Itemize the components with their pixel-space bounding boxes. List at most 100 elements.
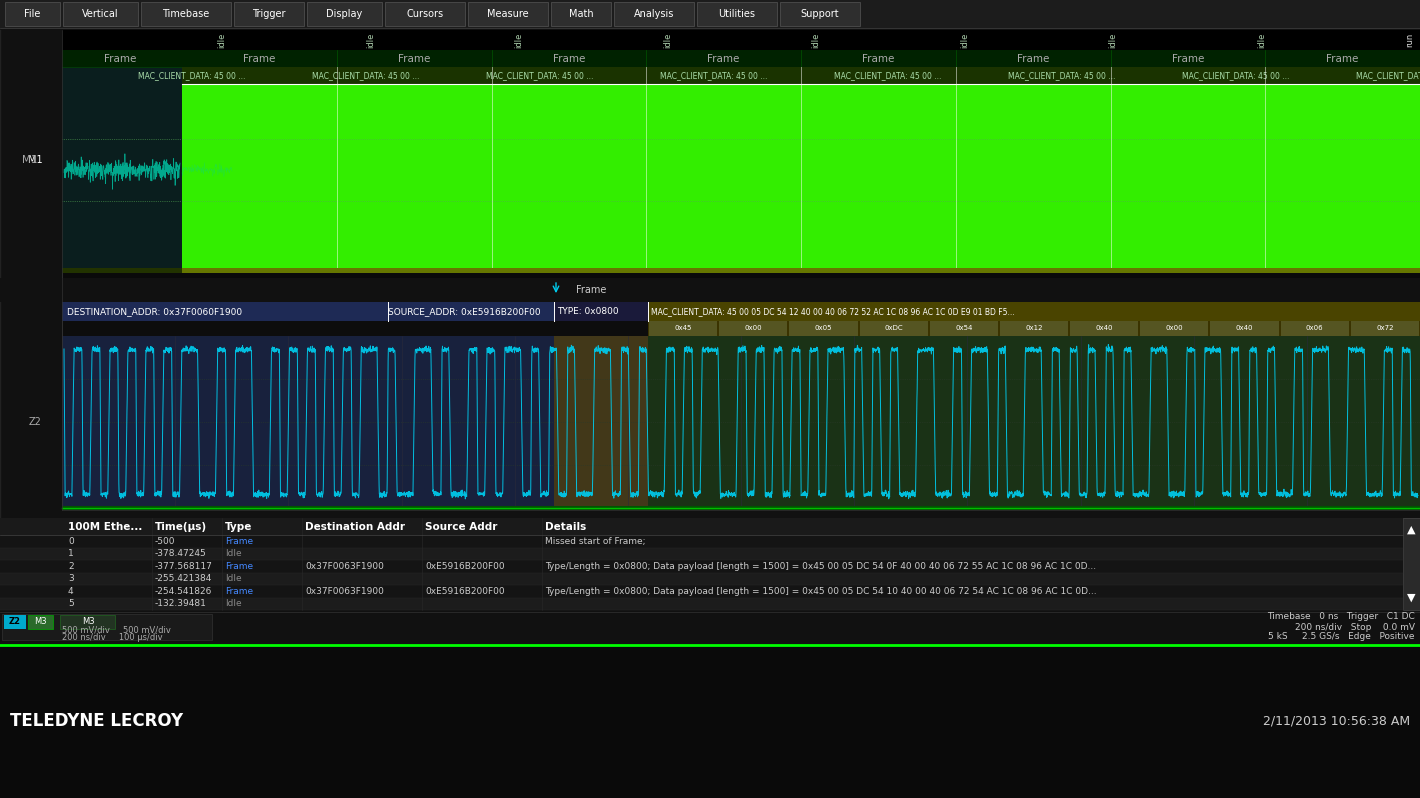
Text: MAC_CLIENT_DATA: 45 00 ...: MAC_CLIENT_DATA: 45 00 ... xyxy=(660,71,768,80)
Text: Frame: Frame xyxy=(224,537,253,546)
Text: -255.421384: -255.421384 xyxy=(155,575,213,583)
Text: Cursors: Cursors xyxy=(406,9,443,19)
Text: 100M Ethe...: 100M Ethe... xyxy=(68,522,142,531)
Text: Frame: Frame xyxy=(104,53,136,64)
Text: 0x37F0063F1900: 0x37F0063F1900 xyxy=(305,587,383,596)
Bar xyxy=(0,612,1420,642)
Text: Frame: Frame xyxy=(243,53,275,64)
Text: MAC_CLIENT_DATA: 45 00 ...: MAC_CLIENT_DATA: 45 00 ... xyxy=(486,71,594,80)
Bar xyxy=(1281,321,1349,336)
Text: Frame: Frame xyxy=(707,53,740,64)
Bar xyxy=(62,336,554,508)
Text: MAC_CLIENT_DATA: 45 00 ...: MAC_CLIENT_DATA: 45 00 ... xyxy=(1356,71,1420,80)
Bar xyxy=(62,506,1420,510)
Text: Type: Type xyxy=(224,522,253,531)
Bar xyxy=(0,645,1420,798)
Bar xyxy=(182,67,1420,273)
Text: Frame: Frame xyxy=(1017,53,1049,64)
Bar xyxy=(859,321,927,336)
Text: Support: Support xyxy=(801,9,839,19)
Bar xyxy=(307,2,382,26)
Text: Frame: Frame xyxy=(224,562,253,571)
Text: M3: M3 xyxy=(34,618,47,626)
Text: 0x12: 0x12 xyxy=(1025,326,1042,331)
Text: -500: -500 xyxy=(155,537,176,546)
Text: M3: M3 xyxy=(82,618,94,626)
Text: idle: idle xyxy=(1109,32,1118,48)
Text: 0x06: 0x06 xyxy=(1306,326,1323,331)
Text: 2: 2 xyxy=(68,562,74,571)
Text: Frame: Frame xyxy=(1326,53,1359,64)
Bar xyxy=(1210,321,1278,336)
Bar xyxy=(0,572,1403,585)
Bar xyxy=(4,615,26,629)
Text: MAC_CLIENT_DATA: 45 00 ...: MAC_CLIENT_DATA: 45 00 ... xyxy=(1183,71,1289,80)
Bar xyxy=(648,302,1420,321)
Text: Z2: Z2 xyxy=(28,417,41,427)
Bar xyxy=(62,268,1420,273)
Bar xyxy=(0,560,1403,572)
Text: MAC_CLIENT_DATA: 45 00 05 DC 54 12 40 00 40 06 72 52 AC 1C 08 96 AC 1C 0D E9 01 : MAC_CLIENT_DATA: 45 00 05 DC 54 12 40 00… xyxy=(650,307,1015,316)
Text: idle: idle xyxy=(1257,32,1267,48)
Text: idle: idle xyxy=(960,32,968,48)
Bar xyxy=(697,2,777,26)
Bar xyxy=(0,547,1403,560)
Text: Timebase   0 ns   Trigger   C1 DC: Timebase 0 ns Trigger C1 DC xyxy=(1267,612,1414,621)
Text: Frame: Frame xyxy=(552,53,585,64)
Text: Frame: Frame xyxy=(398,53,430,64)
Text: Idle: Idle xyxy=(224,549,241,559)
Bar xyxy=(1000,321,1068,336)
Text: run: run xyxy=(1406,33,1414,47)
Text: 1: 1 xyxy=(68,549,74,559)
Text: 0x00: 0x00 xyxy=(1166,326,1183,331)
Bar xyxy=(554,302,648,321)
Bar xyxy=(554,336,648,508)
Bar xyxy=(28,615,53,629)
Text: 0: 0 xyxy=(68,537,74,546)
Bar xyxy=(0,278,1420,302)
Text: MAC_CLIENT_DATA: 45 00 ...: MAC_CLIENT_DATA: 45 00 ... xyxy=(1008,71,1116,80)
Text: Time(μs): Time(μs) xyxy=(155,522,207,531)
Text: ▼: ▼ xyxy=(1407,593,1416,603)
Text: 5 kS     2.5 GS/s   Edge   Positive: 5 kS 2.5 GS/s Edge Positive xyxy=(1268,632,1414,641)
Bar xyxy=(1071,321,1139,336)
Text: -378.47245: -378.47245 xyxy=(155,549,207,559)
Bar xyxy=(0,30,62,510)
Text: Idle: Idle xyxy=(224,575,241,583)
Text: Timebase: Timebase xyxy=(162,9,210,19)
Bar xyxy=(1140,321,1208,336)
Text: Destination Addr: Destination Addr xyxy=(305,522,405,531)
Bar xyxy=(62,30,1420,278)
Text: Display: Display xyxy=(327,9,362,19)
Text: Measure: Measure xyxy=(487,9,528,19)
Text: 2/11/2013 10:56:38 AM: 2/11/2013 10:56:38 AM xyxy=(1262,715,1410,728)
Text: Missed start of Frame;: Missed start of Frame; xyxy=(545,537,646,546)
Text: File: File xyxy=(24,9,41,19)
Text: 0xE5916B200F00: 0xE5916B200F00 xyxy=(425,587,504,596)
Bar xyxy=(0,518,1403,535)
Text: 0x45: 0x45 xyxy=(674,326,692,331)
Bar xyxy=(780,2,861,26)
Bar xyxy=(60,615,115,629)
Text: 0x40: 0x40 xyxy=(1095,326,1113,331)
Bar xyxy=(719,321,787,336)
Text: 0x72: 0x72 xyxy=(1376,326,1393,331)
Text: 200 ns/div     100 μs/div: 200 ns/div 100 μs/div xyxy=(62,633,163,642)
Bar xyxy=(6,2,60,26)
Bar xyxy=(62,30,1420,50)
Text: SOURCE_ADDR: 0xE5916B200F00: SOURCE_ADDR: 0xE5916B200F00 xyxy=(388,307,541,316)
Text: Idle: Idle xyxy=(224,599,241,608)
Text: Vertical: Vertical xyxy=(82,9,119,19)
Text: Source Addr: Source Addr xyxy=(425,522,497,531)
Text: -254.541826: -254.541826 xyxy=(155,587,213,596)
Bar xyxy=(234,2,304,26)
Text: 0x37F0063F1900: 0x37F0063F1900 xyxy=(305,562,383,571)
Bar xyxy=(648,321,1420,336)
Bar xyxy=(1403,518,1420,610)
Bar xyxy=(0,598,1403,610)
Text: MAC_CLIENT_DATA: 45 00 ...: MAC_CLIENT_DATA: 45 00 ... xyxy=(312,71,420,80)
Text: M1: M1 xyxy=(23,155,38,164)
Bar xyxy=(648,336,1420,508)
Text: 500 mV/div     500 mV/div: 500 mV/div 500 mV/div xyxy=(62,626,170,634)
Text: 0x05: 0x05 xyxy=(815,326,832,331)
